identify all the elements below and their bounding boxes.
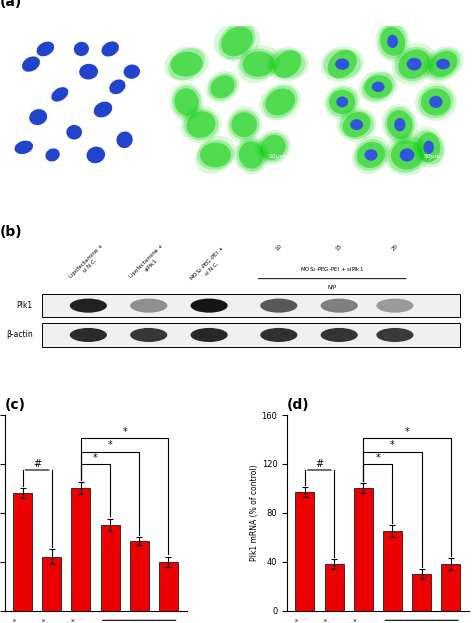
Bar bbox=[130, 541, 149, 611]
Text: Lipofectamine +
si N.C.: Lipofectamine + si N.C. bbox=[0, 617, 22, 623]
Text: (b): (b) bbox=[0, 225, 23, 239]
Ellipse shape bbox=[70, 328, 107, 342]
Bar bbox=[13, 493, 32, 611]
Text: Lipofectamine +
siPlk1: Lipofectamine + siPlk1 bbox=[129, 244, 169, 283]
Text: #: # bbox=[33, 459, 41, 468]
Ellipse shape bbox=[130, 298, 167, 313]
Text: MOS$_2$-PEG-PEI + siPlk1: MOS$_2$-PEG-PEI + siPlk1 bbox=[300, 265, 365, 274]
Text: (c): (c) bbox=[5, 399, 26, 412]
Ellipse shape bbox=[191, 328, 228, 342]
Bar bbox=[295, 492, 314, 611]
Bar bbox=[72, 488, 91, 611]
Text: 20: 20 bbox=[391, 244, 399, 252]
Text: *: * bbox=[390, 440, 395, 450]
Y-axis label: Plk1 mRNA (% of control): Plk1 mRNA (% of control) bbox=[250, 465, 259, 561]
Text: β-actin: β-actin bbox=[6, 330, 33, 340]
Text: N/P: N/P bbox=[328, 285, 337, 290]
Bar bbox=[325, 564, 344, 611]
Text: *: * bbox=[405, 427, 410, 437]
FancyBboxPatch shape bbox=[42, 294, 460, 317]
Text: (d): (d) bbox=[287, 399, 310, 412]
Bar bbox=[412, 574, 431, 611]
Text: MOS₂-PEG-PEI +
si N.C.: MOS₂-PEG-PEI + si N.C. bbox=[320, 617, 363, 623]
Text: MOS$_2$-PEG-PEI +
si N.C.: MOS$_2$-PEG-PEI + si N.C. bbox=[188, 244, 231, 287]
Text: *: * bbox=[122, 427, 127, 437]
Bar bbox=[354, 488, 373, 611]
Ellipse shape bbox=[320, 298, 358, 313]
Bar bbox=[42, 557, 61, 611]
Text: *: * bbox=[375, 453, 380, 463]
Text: Lipofectamine +
siPlk1: Lipofectamine + siPlk1 bbox=[290, 617, 334, 623]
Ellipse shape bbox=[191, 298, 228, 313]
Text: (a): (a) bbox=[0, 0, 22, 9]
Text: Lipofectamine +
si N.C.: Lipofectamine + si N.C. bbox=[260, 617, 305, 623]
Ellipse shape bbox=[70, 298, 107, 313]
Bar bbox=[159, 562, 178, 611]
Text: 10: 10 bbox=[274, 244, 283, 252]
Text: *: * bbox=[93, 453, 98, 463]
Ellipse shape bbox=[260, 328, 297, 342]
Bar bbox=[383, 531, 402, 611]
Ellipse shape bbox=[320, 328, 358, 342]
Bar bbox=[441, 564, 460, 611]
Text: Lipofectamine +
siPlk1: Lipofectamine + siPlk1 bbox=[7, 617, 52, 623]
Ellipse shape bbox=[376, 298, 413, 313]
Ellipse shape bbox=[376, 328, 413, 342]
Text: 15: 15 bbox=[335, 244, 344, 252]
Bar bbox=[100, 525, 119, 611]
Text: Plk1: Plk1 bbox=[17, 301, 33, 310]
Text: *: * bbox=[108, 440, 112, 450]
Text: MOS₂-PEG-PEI +
si N.C.: MOS₂-PEG-PEI + si N.C. bbox=[38, 617, 81, 623]
Text: Lipofectamine +
si N.C.: Lipofectamine + si N.C. bbox=[68, 244, 109, 283]
FancyBboxPatch shape bbox=[42, 323, 460, 346]
Ellipse shape bbox=[130, 328, 167, 342]
Text: #: # bbox=[315, 459, 324, 468]
Ellipse shape bbox=[260, 298, 297, 313]
